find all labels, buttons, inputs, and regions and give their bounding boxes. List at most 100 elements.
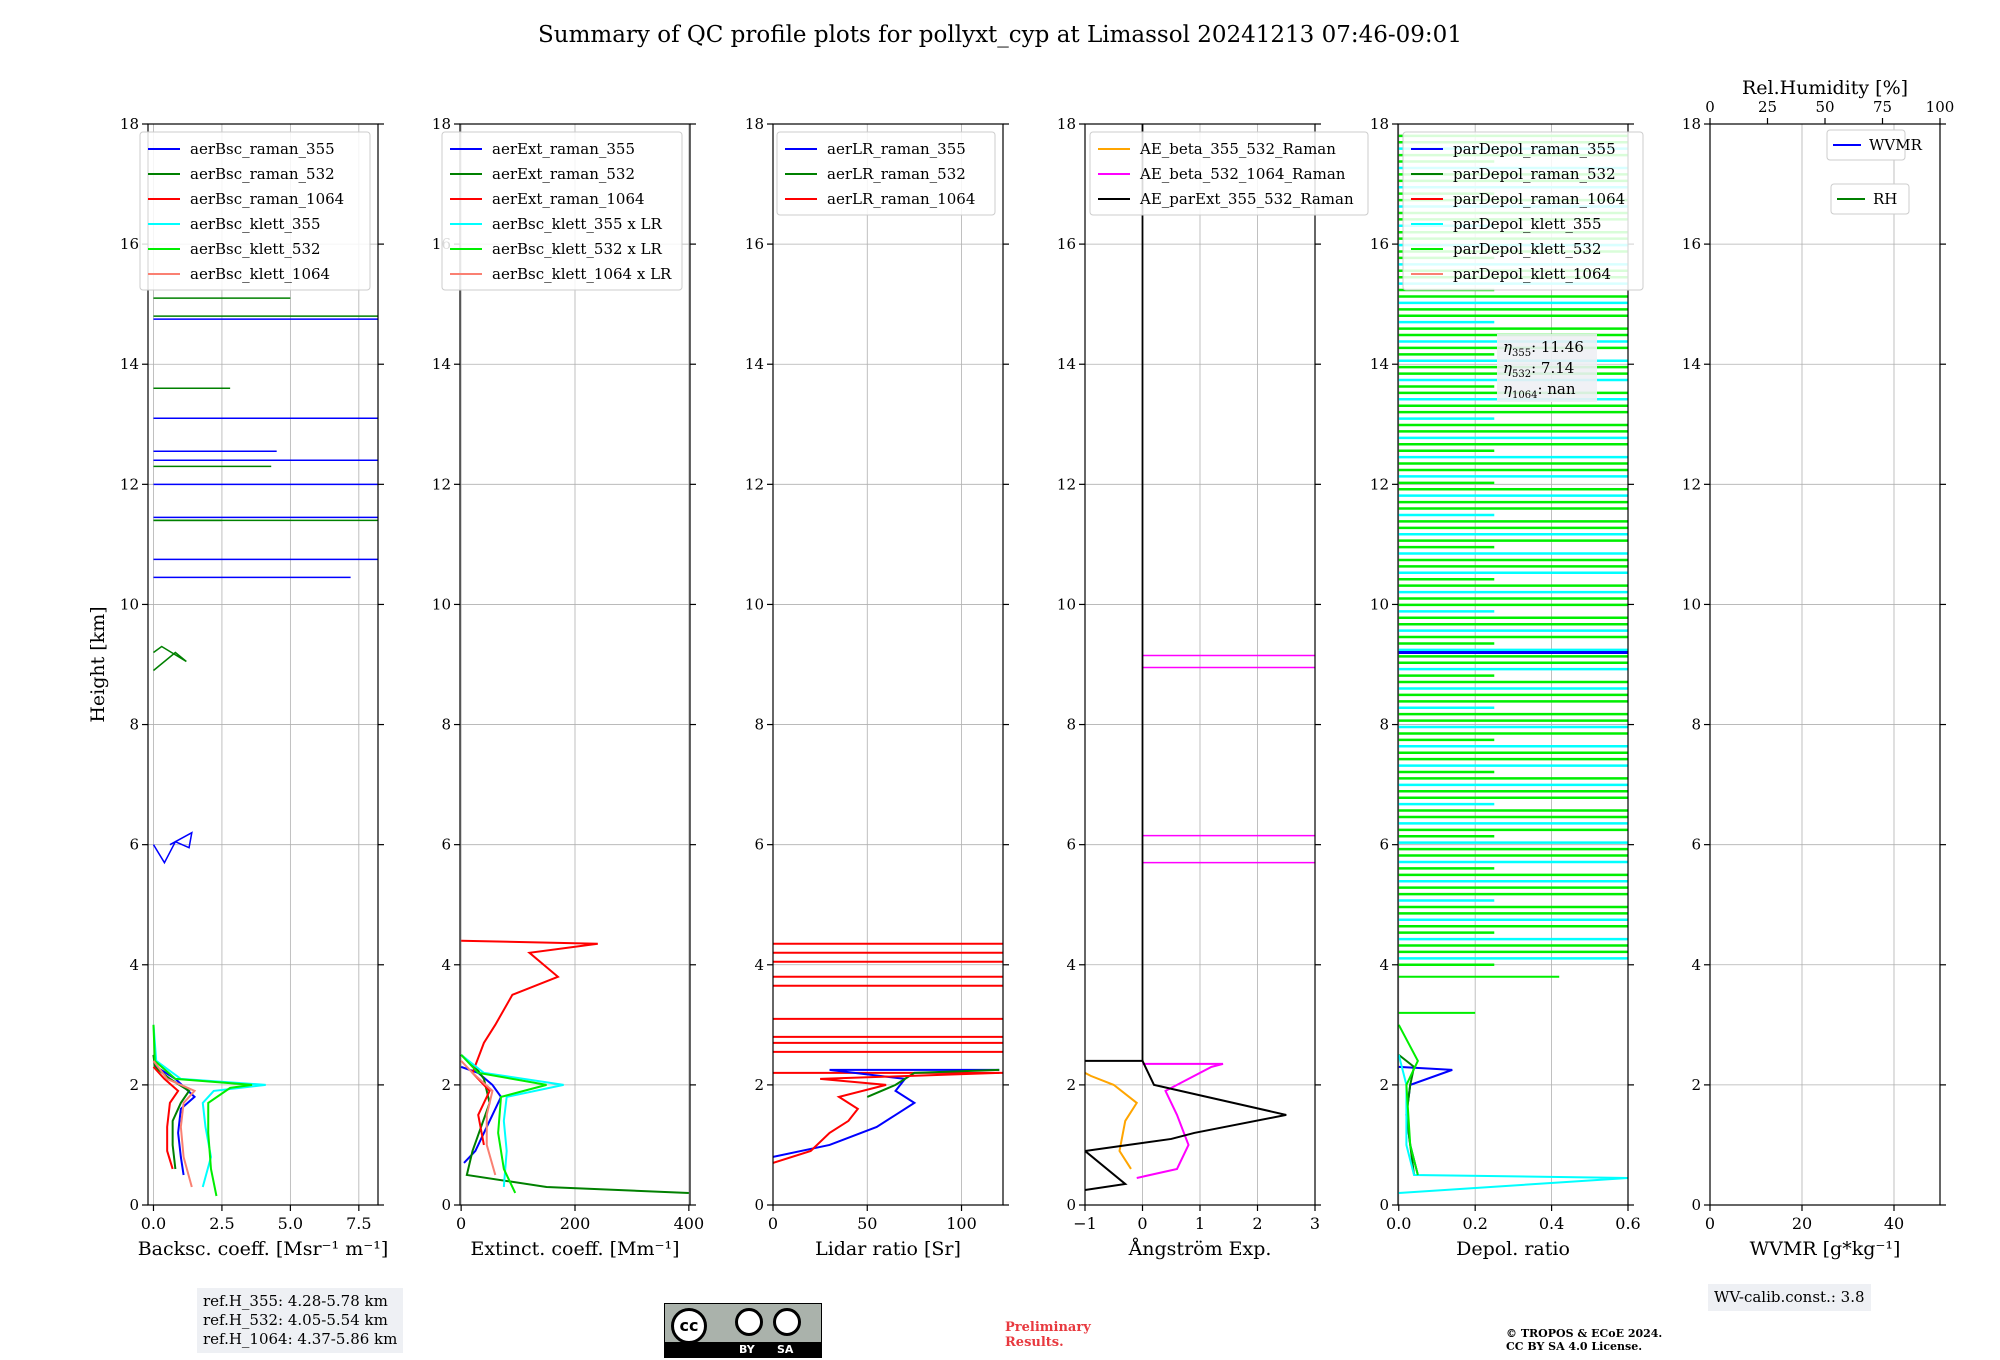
top-x-tick-label: 0 — [1705, 98, 1715, 116]
copyright-line-2: CC BY SA 4.0 License. — [1506, 1340, 1643, 1353]
legend-box — [776, 131, 996, 216]
y-tick-label: 16 — [1057, 235, 1076, 253]
y-tick-label: 10 — [1057, 595, 1076, 613]
series-aerLR_raman_355 — [773, 1068, 1000, 1158]
x-tick-label: 0 — [456, 1214, 466, 1233]
plot-area-ae — [1085, 124, 1315, 1205]
legend-label: aerBsc_klett_355 x LR — [492, 215, 663, 233]
axes-frame — [1709, 123, 1941, 1206]
legend-label: AE_beta_532_1064_Raman — [1139, 165, 1346, 183]
panel-depol: 0 2 4 6 8 10 12 14 16 18 0.0 0.2 0.4 0.6 Depol. ratio p… — [1370, 115, 1644, 1260]
legend-label: AE_parExt_355_532_Raman — [1139, 190, 1354, 208]
x-tick-label: 0.6 — [1615, 1214, 1640, 1233]
cc-sa-label: SA — [777, 1343, 794, 1356]
legend-box — [1089, 131, 1369, 216]
x-axis-label: Ångström Exp. — [1128, 1238, 1272, 1260]
legend-label: parDepol_klett_1064 — [1453, 265, 1611, 283]
axes-frame — [772, 123, 1004, 1206]
top-x-axis-label: Rel.Humidity [%] — [1742, 77, 1908, 99]
y-tick-label: 0 — [441, 1196, 451, 1214]
bsc-blue-6km — [152, 831, 193, 865]
cc-badge-bar: BY SA — [665, 1342, 821, 1357]
x-tick-label: 0 — [1137, 1214, 1147, 1233]
x-tick-label: 2.5 — [209, 1214, 234, 1233]
y-tick-label: 12 — [432, 475, 451, 493]
x-tick-label: 0.0 — [141, 1214, 166, 1233]
cc-logo-icon: cc — [671, 1308, 707, 1344]
eta-355: η355: 11.46 — [1503, 338, 1584, 359]
y-tick-label: 12 — [1057, 475, 1076, 493]
series-aerBsc_klett_355 x LR — [460, 1054, 564, 1188]
y-tick-label: 0 — [1066, 1196, 1076, 1214]
y-tick-label: 18 — [1057, 115, 1076, 133]
legend-label: WVMR — [1869, 136, 1923, 154]
legend-box — [1402, 131, 1644, 291]
legend-label: RH — [1873, 190, 1897, 208]
legend-label: aerBsc_klett_532 — [190, 240, 321, 258]
y-tick-label: 4 — [1379, 956, 1389, 974]
cc-license-badge: cc BY SA — [664, 1303, 822, 1358]
cc-by-label: BY — [739, 1343, 755, 1356]
y-tick-label: 16 — [745, 235, 764, 253]
y-tick-label: 8 — [1691, 716, 1701, 734]
eta-value: : 11.46 — [1531, 338, 1584, 356]
y-tick-label: 2 — [1066, 1076, 1076, 1094]
series-aerBsc_klett_1064 x LR — [460, 1060, 497, 1176]
copyright-line-1: © TROPOS & ECoE 2024. — [1506, 1327, 1663, 1340]
y-tick-label: 4 — [441, 956, 451, 974]
y-tick-label: 2 — [129, 1076, 139, 1094]
y-tick-label: 8 — [129, 716, 139, 734]
y-tick-label: 6 — [1066, 836, 1076, 854]
eta-value: : 7.14 — [1531, 359, 1574, 377]
top-x-tick-label: 75 — [1873, 98, 1892, 116]
y-tick-label: 8 — [1066, 716, 1076, 734]
y-tick-label: 12 — [745, 475, 764, 493]
y-tick-label: 14 — [1370, 355, 1389, 373]
y-tick-label: 18 — [1370, 115, 1389, 133]
series-aerBsc_klett_532 x LR — [460, 1054, 547, 1194]
figure-title: Summary of QC profile plots for pollyxt_… — [538, 22, 1462, 48]
y-tick-label: 16 — [1370, 235, 1389, 253]
y-tick-label: 10 — [745, 595, 764, 613]
y-tick-label: 16 — [1682, 235, 1701, 253]
copyright-note: © TROPOS & ECoE 2024. CC BY SA 4.0 Licen… — [1506, 1327, 1662, 1353]
legend-box — [139, 131, 371, 291]
series-aerLR_raman_1064 — [773, 1071, 1000, 1164]
x-axis-label: Backsc. coeff. [Msr⁻¹ m⁻¹] — [138, 1238, 389, 1260]
y-tick-label: 12 — [1682, 475, 1701, 493]
y-tick-label: 14 — [1057, 355, 1076, 373]
x-tick-label: −1 — [1073, 1214, 1097, 1233]
x-tick-label: 400 — [674, 1214, 705, 1233]
eta-subscript: 1064 — [1512, 390, 1537, 401]
plot-area-ext — [460, 124, 690, 1205]
legend-WVMR: WVMR — [1826, 129, 1923, 161]
legend-label: aerLR_raman_1064 — [827, 190, 975, 208]
y-tick-label: 16 — [120, 235, 139, 253]
y-tick-label: 10 — [432, 595, 451, 613]
ref-height-355: ref.H_355: 4.28-5.78 km — [203, 1292, 388, 1310]
eta-subscript: 532 — [1512, 369, 1531, 380]
series-parDepol_klett_532 — [1398, 1024, 1419, 1176]
sa-share-icon — [773, 1308, 801, 1336]
series-aerBsc_raman_532 — [152, 1054, 191, 1170]
legend-label: parDepol_klett_532 — [1453, 240, 1602, 258]
y-tick-label: 6 — [1379, 836, 1389, 854]
reference-heights-box: ref.H_355: 4.28-5.78 km ref.H_532: 4.05-… — [197, 1288, 404, 1353]
series-aerLR_raman_532 — [866, 1068, 1000, 1098]
legend-label: parDepol_raman_1064 — [1453, 190, 1625, 208]
eta-value: : nan — [1537, 380, 1575, 398]
y-tick-label: 8 — [441, 716, 451, 734]
preliminary-line-1: Preliminary — [1005, 1320, 1091, 1335]
legend-label: parDepol_raman_355 — [1453, 140, 1616, 158]
y-tick-label: 4 — [129, 956, 139, 974]
eta-symbol: η — [1503, 338, 1512, 356]
top-x-tick-label: 100 — [1926, 98, 1955, 116]
y-tick-label: 18 — [1682, 115, 1701, 133]
x-tick-label: 200 — [560, 1214, 591, 1233]
y-tick-label: 14 — [432, 355, 451, 373]
legend-lr: aerLR_raman_355 aerLR_raman_532 aerLR_rama… — [776, 131, 996, 216]
y-tick-label: 8 — [1379, 716, 1389, 734]
y-tick-label: 2 — [1379, 1076, 1389, 1094]
y-tick-label: 2 — [754, 1076, 764, 1094]
